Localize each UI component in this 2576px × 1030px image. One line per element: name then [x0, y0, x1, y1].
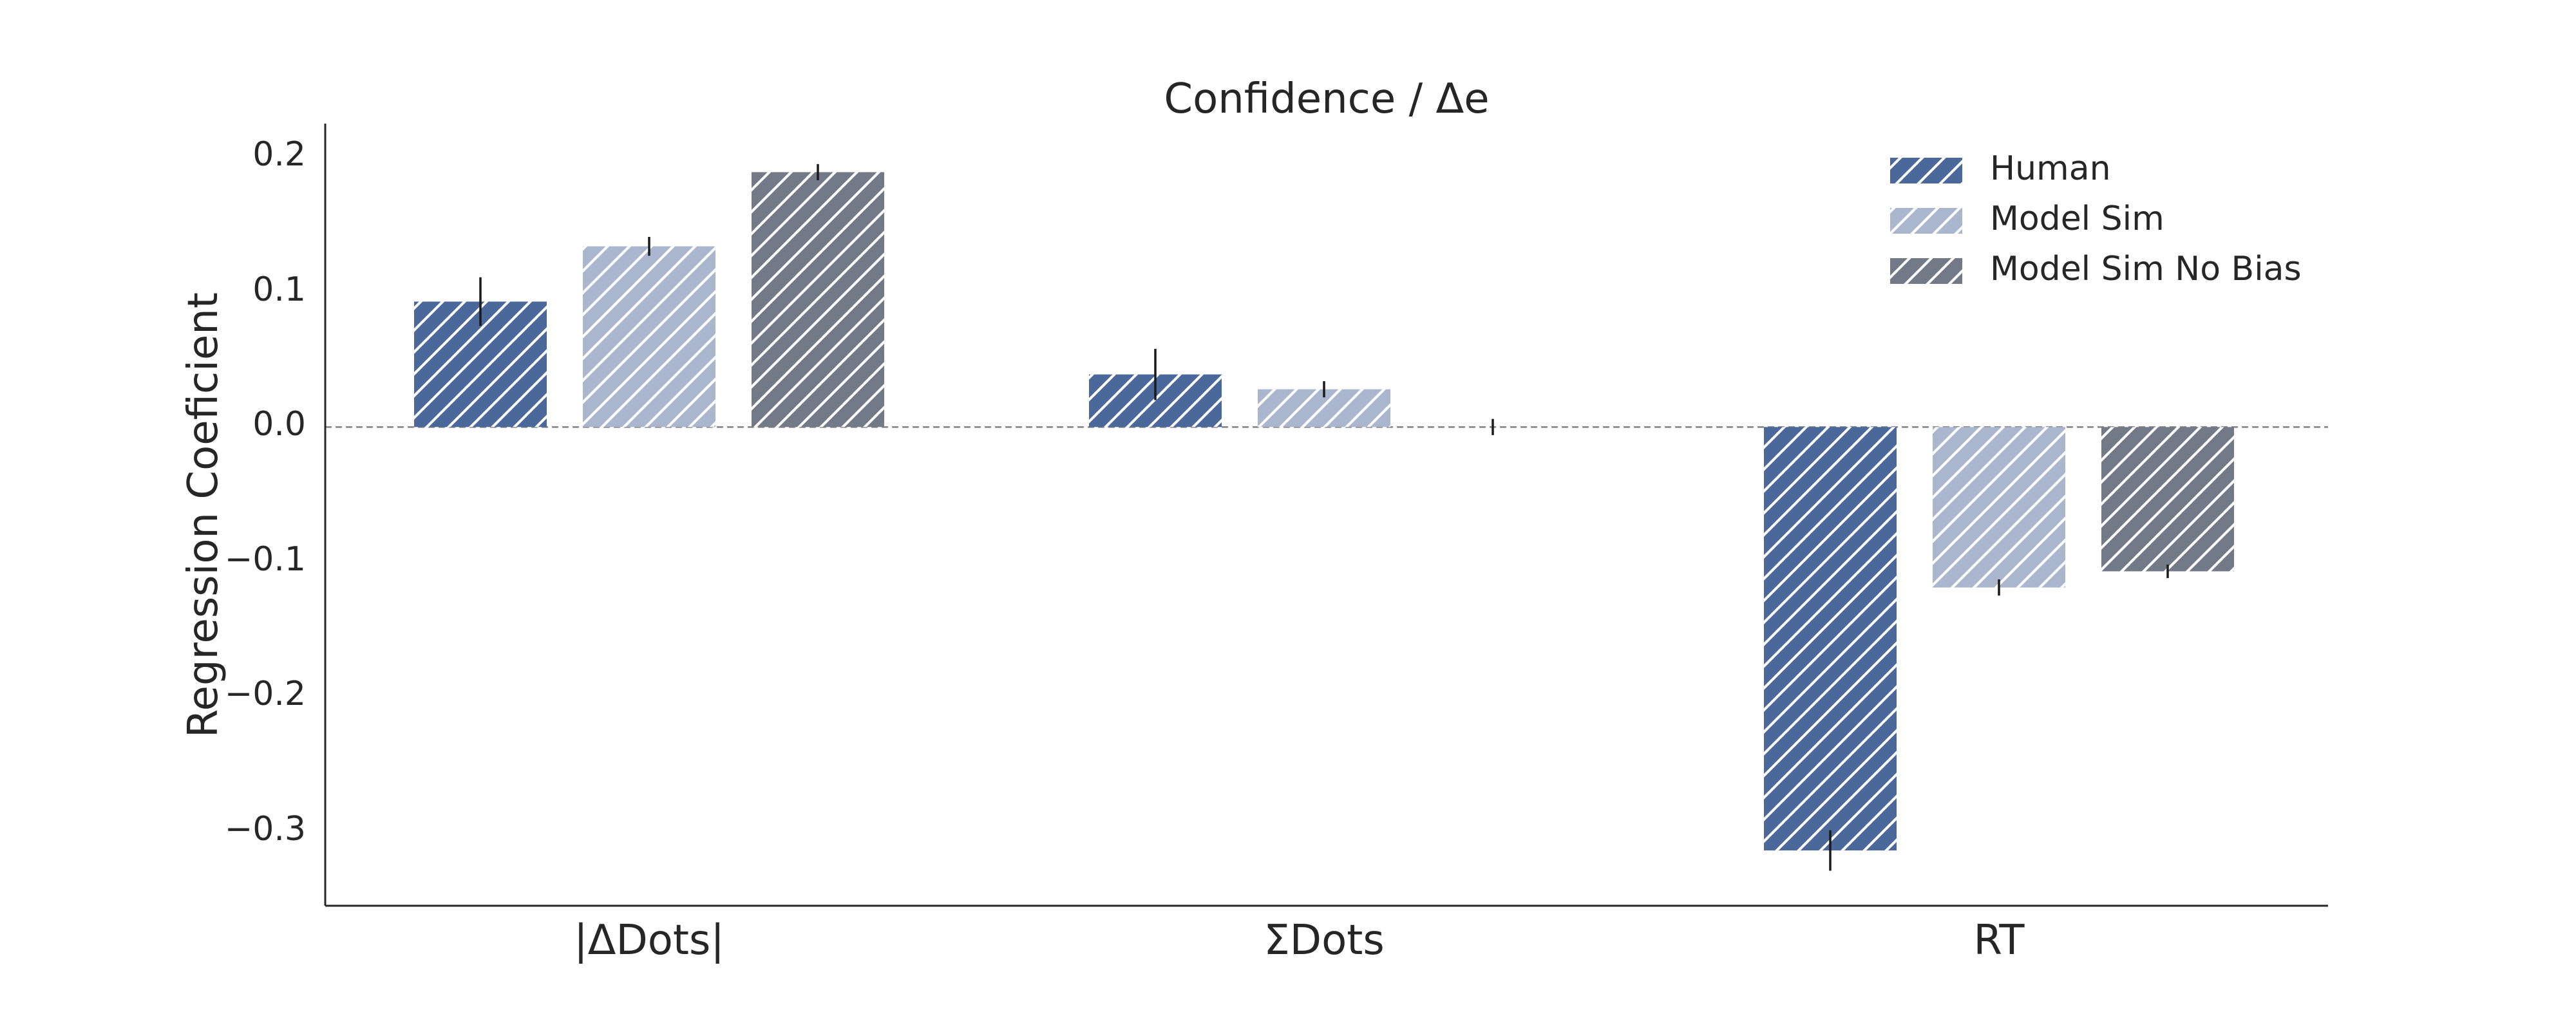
legend: Human Model Sim Model Sim No Bias [1890, 149, 2302, 288]
legend-swatch-human-hatch [1890, 158, 1962, 183]
x-category-label: RT [1974, 917, 2025, 964]
x-category-label: ΣDots [1264, 917, 1384, 964]
x-category-labels: |ΔDots| ΣDots RT [574, 917, 2025, 964]
x-category-label: |ΔDots| [574, 917, 724, 964]
y-axis-label: Regression Coeficient [180, 292, 227, 738]
plot-area [325, 164, 2328, 871]
legend-swatch-model-sim-hatch [1890, 208, 1962, 234]
bar-hatch [1764, 427, 1897, 851]
y-tick-label: 0.1 [252, 270, 306, 309]
chart-title: Confidence / Δe [1164, 75, 1489, 123]
bar-hatch [2101, 427, 2234, 572]
bar-hatch [752, 172, 884, 427]
y-tick-label: 0.0 [252, 405, 306, 444]
y-tick-label: −0.2 [225, 675, 306, 713]
y-tick-label: −0.3 [225, 810, 306, 848]
y-tick-label: −0.1 [225, 540, 306, 579]
legend-label-model-sim: Model Sim [1990, 200, 2164, 238]
bar-hatch [583, 246, 715, 427]
y-tick-label: 0.2 [252, 135, 306, 174]
y-tick-labels: 0.2 0.1 0.0 −0.1 −0.2 −0.3 [225, 135, 306, 848]
bar-hatch [1933, 427, 2065, 588]
legend-label-human: Human [1990, 149, 2111, 188]
legend-swatch-model-sim-no-bias-hatch [1890, 258, 1962, 284]
legend-label-model-sim-no-bias: Model Sim No Bias [1990, 250, 2302, 288]
